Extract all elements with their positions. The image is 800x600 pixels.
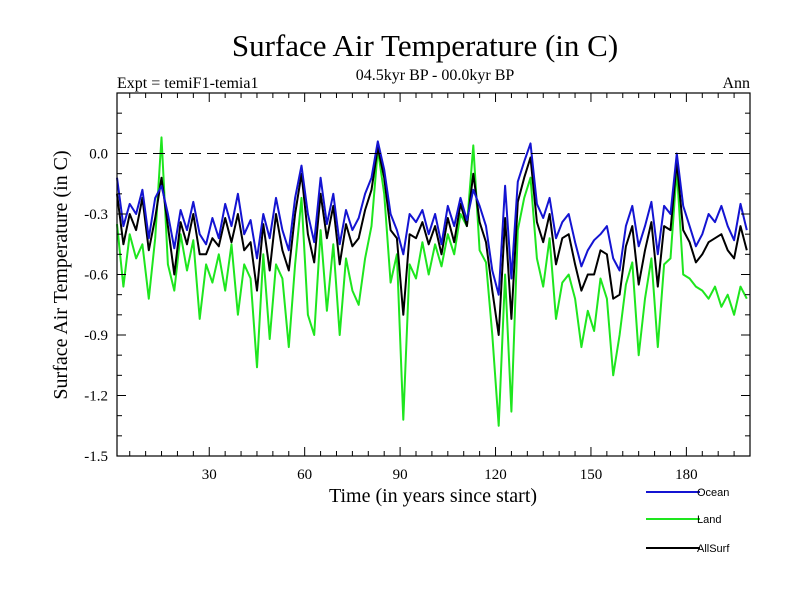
y-tick-label: -0.6 [84, 268, 108, 284]
chart-subtitle: 04.5kyr BP - 00.0kyr BP [356, 67, 515, 84]
x-tick-label: 60 [297, 467, 312, 483]
tick-layer: 30 60 90 120 150 180 0.0 -0.3 -0.6 -0.9 -1.2 -1.5 [84, 92, 750, 483]
x-tick-label: 120 [484, 467, 507, 483]
series-layer [116, 136, 748, 427]
legend-label-land: Land [697, 514, 721, 526]
y-tick-label: -0.9 [84, 328, 108, 344]
x-axis-label: Time (in years since start) [329, 485, 537, 507]
plot-frame [116, 92, 751, 457]
x-tick-label: 150 [580, 467, 603, 483]
legend-label-ocean: Ocean [697, 487, 729, 499]
series-ocean-line [116, 140, 748, 296]
series-allsurf-line [116, 146, 748, 336]
y-tick-label: -1.2 [84, 389, 108, 405]
series-land-line [116, 136, 748, 427]
chart-title: Surface Air Temperature (in C) [232, 28, 618, 63]
experiment-label: Expt = temiF1-temia1 [117, 75, 258, 92]
x-tick-label: 90 [393, 467, 408, 483]
x-tick-label: 30 [202, 467, 217, 483]
y-axis-label: Surface Air Temperature (in C) [50, 150, 72, 399]
y-tick-label: -0.3 [84, 207, 108, 223]
season-label: Ann [722, 75, 750, 92]
x-tick-label: 180 [675, 467, 698, 483]
legend: Ocean Land AllSurf [646, 487, 730, 555]
y-tick-label: 0.0 [89, 147, 108, 163]
legend-label-allsurf: AllSurf [697, 543, 730, 555]
y-tick-label: -1.5 [84, 449, 108, 465]
